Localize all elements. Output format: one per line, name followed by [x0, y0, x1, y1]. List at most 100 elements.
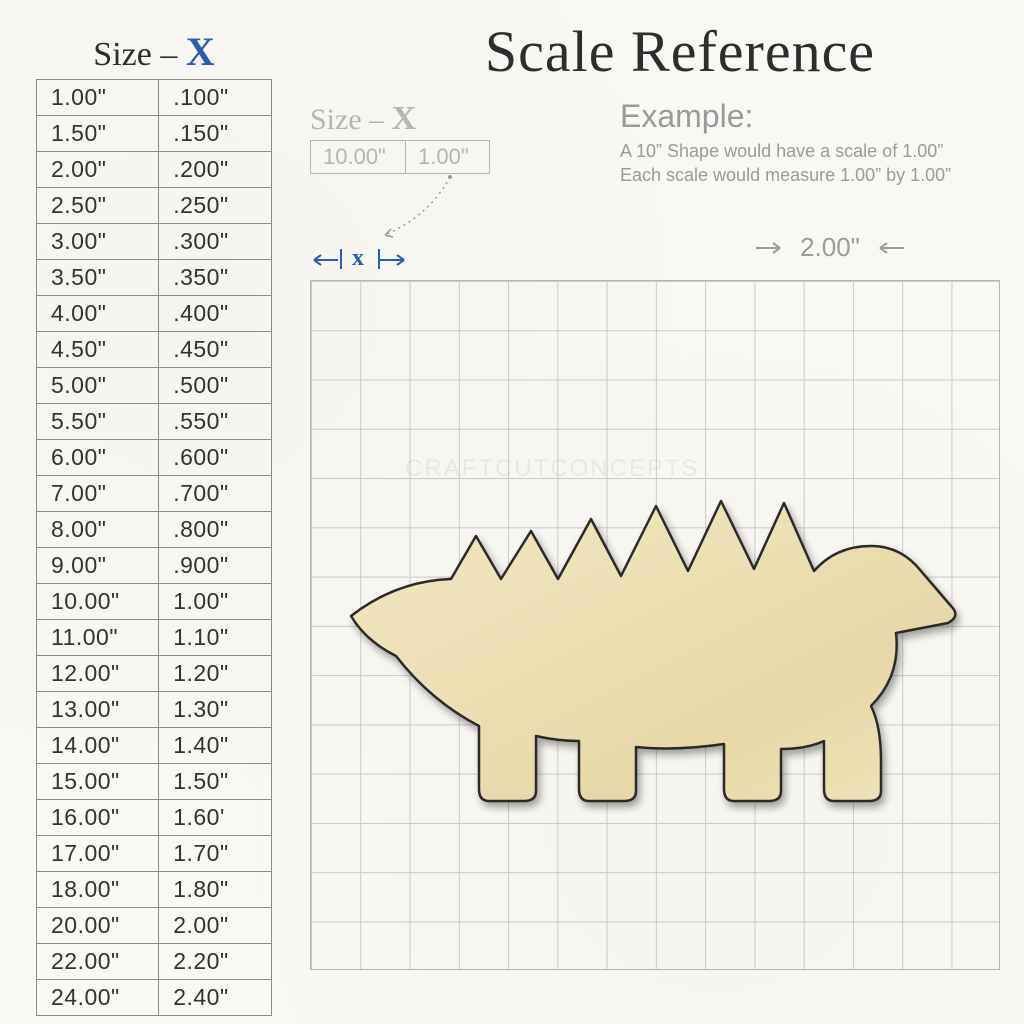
size-cell: 7.00": [37, 476, 159, 512]
scale-cell: .800": [159, 512, 272, 548]
size-cell: 22.00": [37, 944, 159, 980]
table-row: 2.00".200": [37, 152, 272, 188]
table-row: 18.00"1.80": [37, 872, 272, 908]
example-title: Example:: [620, 98, 1020, 135]
scale-cell: .550": [159, 404, 272, 440]
scale-cell: .250": [159, 188, 272, 224]
size-cell: 18.00": [37, 872, 159, 908]
example-mini-prefix: Size –: [310, 103, 392, 136]
scale-cell: .200": [159, 152, 272, 188]
size-cell: 9.00": [37, 548, 159, 584]
size-cell: 20.00": [37, 908, 159, 944]
scale-cell: .300": [159, 224, 272, 260]
table-row: 8.00".800": [37, 512, 272, 548]
grid-dimension-value: 2.00": [800, 232, 860, 263]
example-mini-x: X: [392, 100, 417, 137]
x-marker-label: x: [352, 245, 364, 272]
scale-cell: 1.20": [159, 656, 272, 692]
scale-cell: .350": [159, 260, 272, 296]
size-table: Size – X 1.00".100"1.50".150"2.00".200"2…: [36, 28, 272, 1016]
scale-cell: 1.10": [159, 620, 272, 656]
scale-grid: [310, 280, 1000, 970]
table-row: 9.00".900": [37, 548, 272, 584]
size-cell: 1.50": [37, 116, 159, 152]
size-cell: 17.00": [37, 836, 159, 872]
table-row: 12.00"1.20": [37, 656, 272, 692]
table-row: 17.00"1.70": [37, 836, 272, 872]
table-row: 15.00"1.50": [37, 764, 272, 800]
dinosaur-shape-icon: [336, 441, 966, 821]
table-row: 5.50".550": [37, 404, 272, 440]
table-row: 4.50".450": [37, 332, 272, 368]
size-cell: 24.00": [37, 980, 159, 1016]
table-row: 16.00"1.60': [37, 800, 272, 836]
example-mini-header: Size – X: [310, 100, 580, 138]
scale-cell: .600": [159, 440, 272, 476]
size-cell: 6.00": [37, 440, 159, 476]
example-text: Example: A 10” Shape would have a scale …: [620, 98, 1020, 188]
table-row: 6.00".600": [37, 440, 272, 476]
size-cell: 13.00": [37, 692, 159, 728]
scale-cell: 2.40": [159, 980, 272, 1016]
size-cell: 15.00": [37, 764, 159, 800]
table-row: 24.00"2.40": [37, 980, 272, 1016]
table-row: 22.00"2.20": [37, 944, 272, 980]
grid-dimension-label: 2.00": [720, 232, 940, 263]
size-cell: 2.00": [37, 152, 159, 188]
scale-cell: 1.40": [159, 728, 272, 764]
example-mini-table: 10.00" 1.00": [310, 140, 580, 174]
table-row: 5.00".500": [37, 368, 272, 404]
size-cell: 3.50": [37, 260, 159, 296]
scale-cell: .700": [159, 476, 272, 512]
size-cell: 3.00": [37, 224, 159, 260]
table-row: 14.00"1.40": [37, 728, 272, 764]
scale-cell: 1.80": [159, 872, 272, 908]
size-cell: 4.00": [37, 296, 159, 332]
x-dimension-marker: x: [310, 235, 430, 285]
example-mini-cell-size: 10.00": [310, 140, 405, 174]
example-mini-cell-scale: 1.00": [405, 140, 490, 174]
example-line-2: Each scale would measure 1.00” by 1.00”: [620, 163, 1020, 187]
scale-cell: .500": [159, 368, 272, 404]
scale-cell: .900": [159, 548, 272, 584]
size-cell: 12.00": [37, 656, 159, 692]
scale-cell: 1.70": [159, 836, 272, 872]
table-row: 3.50".350": [37, 260, 272, 296]
scale-cell: 1.60': [159, 800, 272, 836]
size-header-prefix: Size –: [93, 36, 186, 73]
size-cell: 5.50": [37, 404, 159, 440]
table-row: 13.00"1.30": [37, 692, 272, 728]
table-row: 4.00".400": [37, 296, 272, 332]
scale-cell: 1.30": [159, 692, 272, 728]
size-cell: 8.00": [37, 512, 159, 548]
scale-cell: 1.00": [159, 584, 272, 620]
page-title: Scale Reference: [360, 18, 1000, 85]
scale-cell: 2.00": [159, 908, 272, 944]
size-table-body: 1.00".100"1.50".150"2.00".200"2.50".250"…: [36, 79, 272, 1016]
table-row: 3.00".300": [37, 224, 272, 260]
size-cell: 2.50": [37, 188, 159, 224]
size-cell: 10.00": [37, 584, 159, 620]
example-mini-block: Size – X 10.00" 1.00": [310, 100, 580, 174]
scale-cell: .400": [159, 296, 272, 332]
scale-cell: 1.50": [159, 764, 272, 800]
example-line-1: A 10” Shape would have a scale of 1.00”: [620, 139, 1020, 163]
table-row: 2.50".250": [37, 188, 272, 224]
table-row: 1.00".100": [37, 80, 272, 116]
scale-cell: 2.20": [159, 944, 272, 980]
size-cell: 11.00": [37, 620, 159, 656]
table-row: 7.00".700": [37, 476, 272, 512]
table-row: 11.00"1.10": [37, 620, 272, 656]
scale-cell: .150": [159, 116, 272, 152]
size-header-x: X: [186, 29, 215, 74]
scale-cell: .100": [159, 80, 272, 116]
table-row: 20.00"2.00": [37, 908, 272, 944]
table-row: 10.00"1.00": [37, 584, 272, 620]
table-row: 1.50".150": [37, 116, 272, 152]
size-cell: 5.00": [37, 368, 159, 404]
scale-cell: .450": [159, 332, 272, 368]
size-cell: 1.00": [37, 80, 159, 116]
size-table-header: Size – X: [36, 28, 272, 75]
watermark-text: CRAFTCUTCONCEPTS: [405, 455, 700, 483]
size-cell: 14.00": [37, 728, 159, 764]
